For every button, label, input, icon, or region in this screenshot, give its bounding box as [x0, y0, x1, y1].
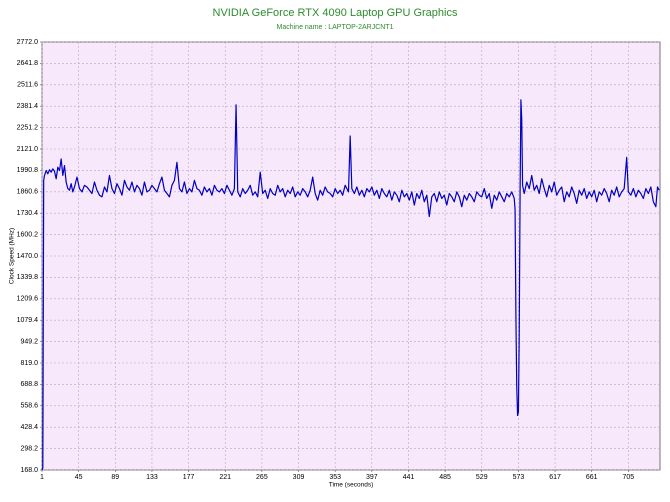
y-tick-label: 2381.4: [17, 103, 39, 110]
chart-subtitle: Machine name : LAPTOP-2ARJCNT1: [277, 24, 394, 31]
y-tick-label: 298.2: [20, 445, 38, 452]
x-tick-label: 89: [111, 474, 119, 481]
y-tick-label: 428.4: [20, 424, 38, 431]
y-tick-label: 2641.8: [17, 60, 39, 67]
x-tick-label: 133: [146, 474, 158, 481]
data-line: [41, 99, 660, 471]
x-tick-label: 661: [586, 474, 598, 481]
y-tick-label: 1470.0: [17, 253, 39, 260]
y-tick-label: 1600.2: [17, 231, 39, 238]
y-tick-label: 688.8: [20, 381, 38, 388]
y-tick-label: 1079.4: [17, 317, 39, 324]
y-tick-label: 558.6: [20, 403, 38, 410]
y-tick-label: 819.0: [20, 360, 38, 367]
y-tick-label: 1990.8: [17, 167, 39, 174]
y-tick-label: 2772.0: [17, 39, 39, 46]
y-tick-label: 2121.0: [17, 146, 39, 153]
y-tick-label: 2511.6: [17, 82, 38, 89]
y-tick-label: 1860.6: [17, 189, 39, 196]
y-tick-label: 1730.4: [17, 210, 39, 217]
x-tick-label: 397: [366, 474, 378, 481]
x-tick-label: 265: [256, 474, 268, 481]
x-tick-label: 529: [476, 474, 488, 481]
y-axis-title: Clock Speed (MHz): [9, 228, 16, 284]
x-tick-label: 485: [439, 474, 451, 481]
y-tick-label: 1209.6: [17, 296, 39, 303]
chart-title: NVIDIA GeForce RTX 4090 Laptop GPU Graph…: [213, 7, 458, 19]
y-tick-label: 1339.8: [17, 274, 39, 281]
x-tick-label: 177: [183, 474, 195, 481]
y-tick-label: 949.2: [20, 338, 38, 345]
x-tick-label: 353: [329, 474, 341, 481]
x-tick-label: 221: [219, 474, 231, 481]
x-tick-label: 1: [40, 474, 44, 481]
y-tick-label: 168.0: [20, 467, 38, 474]
x-tick-label: 573: [513, 474, 525, 481]
x-tick-label: 45: [75, 474, 83, 481]
x-axis-title: Time (seconds): [329, 482, 374, 489]
x-tick-label: 705: [623, 474, 635, 481]
x-tick-label: 617: [549, 474, 561, 481]
x-tick-label: 441: [403, 474, 415, 481]
x-tick-label: 309: [293, 474, 305, 481]
y-tick-label: 2251.2: [17, 124, 39, 131]
